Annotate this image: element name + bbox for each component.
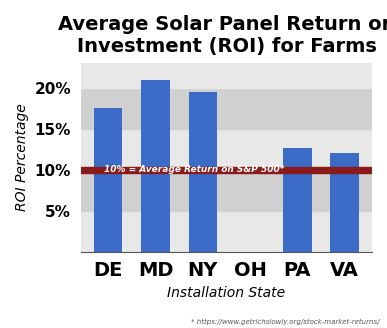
Text: 10% = Average Return on S&P 500*: 10% = Average Return on S&P 500* — [104, 165, 285, 174]
Bar — [283, 148, 312, 252]
Text: * https://www.getrichslowly.org/stock-market-returns/: * https://www.getrichslowly.org/stock-ma… — [191, 318, 379, 325]
Bar — [330, 153, 359, 252]
Bar — [94, 108, 123, 252]
Bar — [81, 211, 372, 252]
Bar — [188, 92, 217, 252]
Y-axis label: ROI Percentage: ROI Percentage — [15, 103, 29, 211]
Bar — [81, 167, 372, 173]
Title: Average Solar Panel Return on
Investment (ROI) for Farms: Average Solar Panel Return on Investment… — [58, 15, 387, 56]
Bar — [81, 88, 372, 129]
Bar — [81, 63, 372, 88]
Bar — [141, 79, 170, 252]
Bar — [81, 170, 372, 211]
Bar — [81, 129, 372, 170]
X-axis label: Installation State: Installation State — [168, 286, 286, 300]
